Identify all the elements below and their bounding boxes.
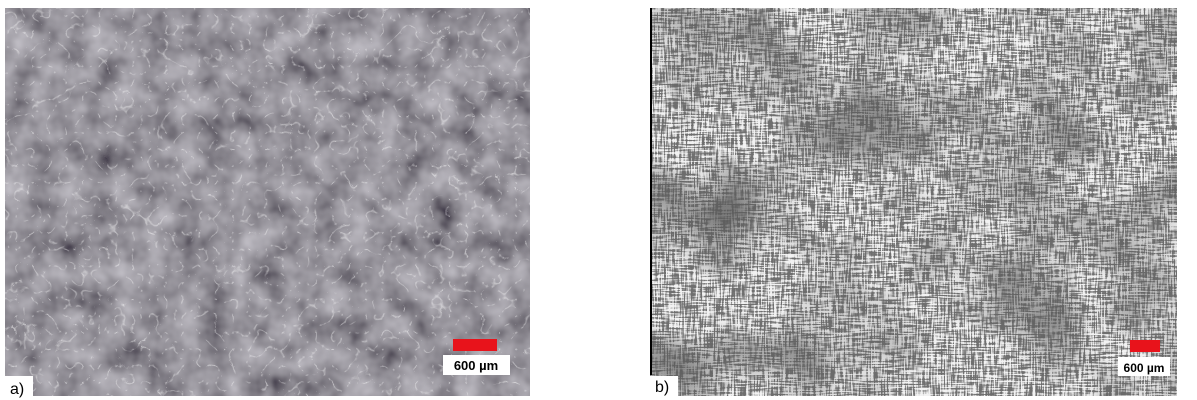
panel-a: 600 µm a) — [5, 8, 530, 398]
scale-bar — [1130, 340, 1160, 352]
scale-bar-label: 600 µm — [1124, 361, 1165, 375]
panel-label: b) — [655, 379, 669, 396]
scale-bar — [453, 339, 497, 351]
panel-b: 600 µm b) — [650, 8, 1177, 398]
scale-bar-label: 600 µm — [454, 358, 498, 373]
page: {"panels": [ {"label": "a)", "scale_bar"… — [0, 0, 1197, 400]
panel-label: a) — [10, 381, 24, 398]
micrograph-b-texture — [650, 8, 1177, 396]
figure: 600 µm a) 600 µm b) — [0, 0, 1197, 400]
grain-boundaries — [5, 8, 530, 396]
